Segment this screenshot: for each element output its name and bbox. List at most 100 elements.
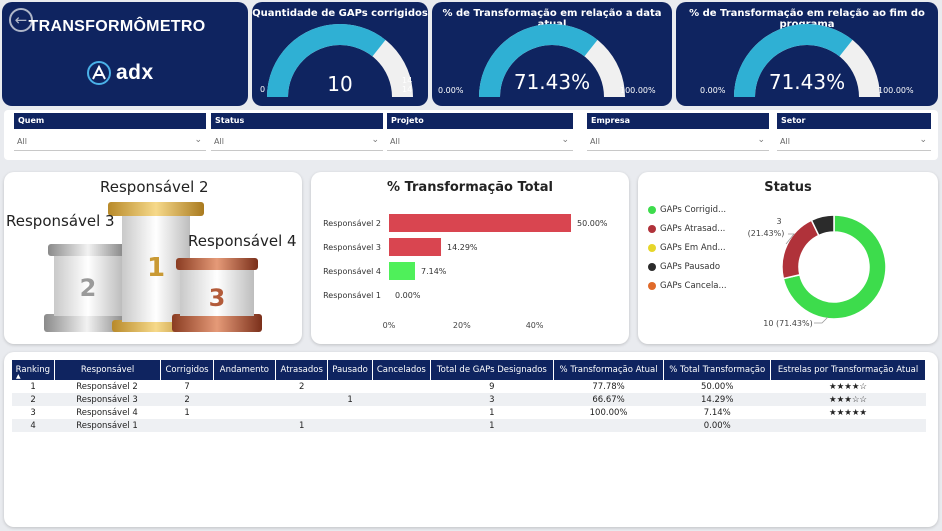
donut-chart: 3 (21.43%) 10 (71.43%) bbox=[748, 214, 887, 328]
sort-ascending-icon[interactable]: ▲ bbox=[16, 373, 21, 380]
gauge-chart bbox=[267, 23, 413, 98]
status-card: Status GAPs Corrigid... GAPs Atrasad... GA… bbox=[638, 172, 938, 344]
gauge-max: 14 bbox=[402, 76, 413, 85]
chevron-down-icon: ⌄ bbox=[194, 135, 202, 145]
adx-logo: adx bbox=[86, 60, 154, 86]
filter-label: Projeto bbox=[387, 113, 573, 129]
table-cell: 100.00% bbox=[553, 406, 664, 419]
kpi-transformacao-fim-programa: % de Transformação em relação ao fim do … bbox=[676, 2, 938, 106]
chevron-down-icon: ⌄ bbox=[757, 135, 765, 145]
table-row[interactable]: 2 Responsável 3 2 1 3 66.67% 14.29% ★★★☆☆ bbox=[12, 393, 926, 406]
adx-logo-icon bbox=[87, 61, 111, 85]
gauge-max: 100.00% bbox=[620, 86, 656, 95]
gauge-min: 0.00% bbox=[438, 86, 464, 95]
table-cell: 3 bbox=[430, 393, 554, 406]
table-cell: 2 bbox=[160, 393, 214, 406]
donut-slice[interactable] bbox=[810, 214, 835, 237]
legend-item[interactable]: GAPs Atrasad... bbox=[648, 224, 725, 234]
title-card: ← TRANSFORMÔMETRO adx bbox=[2, 2, 248, 106]
table-row[interactable]: 4 Responsável 1 1 1 0.00% bbox=[12, 419, 926, 432]
legend-label: GAPs Em And... bbox=[660, 243, 726, 253]
table-cell bbox=[327, 380, 373, 393]
gauge-max-secondary: 14 bbox=[402, 85, 413, 94]
podium-number-3: 3 bbox=[209, 284, 226, 312]
column-header[interactable]: Ranking ▲ bbox=[12, 360, 55, 380]
bar-category-label: Responsável 3 bbox=[323, 243, 381, 252]
podium-number-2: 2 bbox=[80, 274, 97, 302]
table-cell: 7.14% bbox=[663, 406, 771, 419]
table-cell: 0.00% bbox=[663, 419, 771, 432]
table-cell: 77.78% bbox=[553, 380, 664, 393]
star-rating bbox=[770, 419, 926, 432]
filter-dropdown[interactable]: All ⌄ bbox=[14, 135, 206, 151]
table-cell: 7 bbox=[160, 380, 214, 393]
star-rating: ★★★★☆ bbox=[770, 380, 926, 393]
column-header[interactable]: Cancelados bbox=[372, 360, 432, 380]
column-header[interactable]: Corrigidos bbox=[160, 360, 214, 380]
column-header[interactable]: Responsável bbox=[54, 360, 162, 380]
filter-label: Status bbox=[211, 113, 383, 129]
filter-quem[interactable]: Quem All ⌄ bbox=[14, 113, 206, 153]
column-header[interactable]: Total de GAPs Designados bbox=[430, 360, 554, 380]
legend-item[interactable]: GAPs Em And... bbox=[648, 243, 726, 253]
legend-label: GAPs Cancela... bbox=[660, 281, 727, 291]
legend-item[interactable]: GAPs Pausado bbox=[648, 262, 720, 272]
column-header[interactable]: Pausado bbox=[327, 360, 373, 380]
table-cell bbox=[275, 393, 328, 406]
x-tick-label: 20% bbox=[453, 321, 471, 330]
table-cell: Responsável 3 bbox=[54, 393, 161, 406]
table-cell: 14.29% bbox=[663, 393, 771, 406]
column-header[interactable]: % Total Transformação bbox=[663, 360, 772, 380]
table-row[interactable]: 1 Responsável 2 7 2 9 77.78% 50.00% ★★★★☆ bbox=[12, 380, 926, 393]
legend-swatch bbox=[648, 282, 656, 290]
filter-empresa[interactable]: Empresa All ⌄ bbox=[587, 113, 769, 153]
gauge-chart bbox=[734, 23, 880, 98]
bar-category-label: Responsável 1 bbox=[323, 291, 381, 300]
table-row[interactable]: 3 Responsável 4 1 1 100.00% 7.14% ★★★★★ bbox=[12, 406, 926, 419]
x-tick-label: 40% bbox=[526, 321, 544, 330]
legend-item[interactable]: GAPs Corrigid... bbox=[648, 205, 726, 215]
filter-projeto[interactable]: Projeto All ⌄ bbox=[387, 113, 573, 153]
column-header[interactable]: % Transformação Atual bbox=[553, 360, 665, 380]
bar[interactable] bbox=[389, 214, 571, 232]
column-header[interactable]: Atrasados bbox=[275, 360, 329, 380]
table-cell: 4 bbox=[12, 419, 55, 432]
filter-dropdown[interactable]: All ⌄ bbox=[587, 135, 769, 151]
transformacao-total-card: % Transformação Total Responsável 2 50.00… bbox=[311, 172, 629, 344]
table-cell bbox=[553, 419, 664, 432]
table-body: 1 Responsável 2 7 2 9 77.78% 50.00% ★★★★☆ 2 Respo… bbox=[12, 380, 926, 432]
chevron-down-icon: ⌄ bbox=[371, 135, 379, 145]
gauge-value: 10 bbox=[327, 72, 353, 96]
column-header[interactable]: Estrelas por Transformação Atual bbox=[770, 360, 926, 380]
star-rating: ★★★☆☆ bbox=[770, 393, 926, 406]
filter-value: All bbox=[390, 137, 400, 146]
filter-dropdown[interactable]: All ⌄ bbox=[387, 135, 573, 151]
donut-slice[interactable] bbox=[782, 214, 887, 320]
table-cell bbox=[213, 380, 276, 393]
legend-item[interactable]: GAPs Cancela... bbox=[648, 281, 727, 291]
table-cell bbox=[213, 419, 276, 432]
column-header[interactable]: Andamento bbox=[213, 360, 277, 380]
bar-category-label: Responsável 2 bbox=[323, 219, 381, 228]
legend-label: GAPs Corrigid... bbox=[660, 205, 727, 215]
back-arrow-icon[interactable]: ← bbox=[9, 8, 33, 32]
donut-slice[interactable] bbox=[781, 219, 820, 280]
podium-number-1: 1 bbox=[147, 253, 165, 283]
table-cell: 1 bbox=[160, 406, 214, 419]
table-cell: 1 bbox=[327, 393, 373, 406]
filter-dropdown[interactable]: All ⌄ bbox=[211, 135, 383, 151]
filter-setor[interactable]: Setor All ⌄ bbox=[777, 113, 931, 153]
filter-dropdown[interactable]: All ⌄ bbox=[777, 135, 931, 151]
bar[interactable] bbox=[389, 238, 442, 256]
leader-line bbox=[814, 316, 829, 324]
bar[interactable] bbox=[389, 262, 415, 280]
table-cell: 2 bbox=[12, 393, 55, 406]
filter-label: Empresa bbox=[587, 113, 769, 129]
bar-chart: Responsável 2 50.00% Responsável 3 14.29% Re… bbox=[323, 214, 608, 330]
gauge-fill bbox=[267, 23, 386, 98]
gauge-min: 0 bbox=[260, 85, 266, 94]
filter-status[interactable]: Status All ⌄ bbox=[211, 113, 383, 153]
podium-second-name: Responsável 3 bbox=[6, 212, 115, 230]
chevron-down-icon: ⌄ bbox=[919, 135, 927, 145]
table-cell bbox=[327, 419, 373, 432]
